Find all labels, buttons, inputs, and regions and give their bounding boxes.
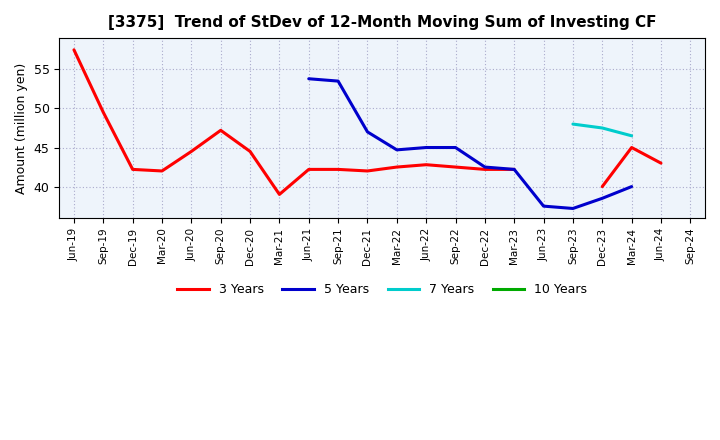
Y-axis label: Amount (million yen): Amount (million yen) — [15, 62, 28, 194]
Legend: 3 Years, 5 Years, 7 Years, 10 Years: 3 Years, 5 Years, 7 Years, 10 Years — [172, 279, 592, 301]
Title: [3375]  Trend of StDev of 12-Month Moving Sum of Investing CF: [3375] Trend of StDev of 12-Month Moving… — [108, 15, 657, 30]
